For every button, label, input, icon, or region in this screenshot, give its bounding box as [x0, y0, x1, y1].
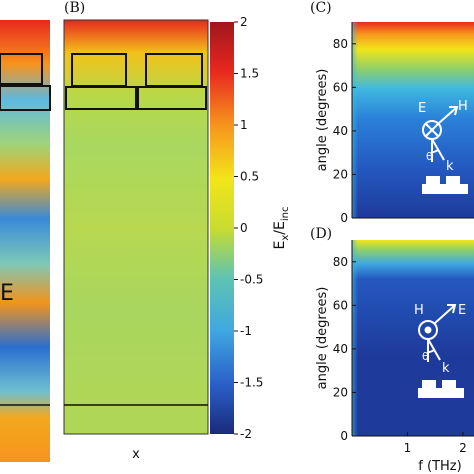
- panel-c-h-arrow: [438, 107, 457, 124]
- panel-d-ytick-label: 60: [333, 298, 348, 312]
- panel-d-k-arrow: [427, 338, 441, 361]
- panel-d-ytick-label: 0: [340, 429, 348, 443]
- panel-a-field: [0, 20, 50, 462]
- panel-d-polarization-diagram: [418, 304, 457, 362]
- panel-d-ytick-label: 40: [333, 342, 348, 356]
- panel-d-h-label: H: [414, 303, 424, 318]
- panel-d-heatmap: [352, 240, 474, 436]
- panel-c: (C) 0 20 40 60 80 angle (degrees) E H θ k: [310, 0, 474, 225]
- panel-a-block-top: [0, 53, 43, 85]
- panel-a-block-bottom: [0, 85, 51, 111]
- panel-d-structure-block-2: [442, 380, 456, 388]
- colorbar-label: Ex/Einc: [272, 207, 291, 250]
- colorbar-tick-label: 0.5: [240, 170, 259, 184]
- panel-d-theta-label: θ: [422, 350, 429, 363]
- colorbar-tick-label: -1: [240, 324, 252, 338]
- panel-d-e-arrow: [434, 305, 455, 324]
- panel-c-ytick-label: 60: [333, 80, 348, 94]
- panel-c-ticks: 0 20 40 60 80: [333, 37, 356, 225]
- panel-d-k-label: k: [442, 361, 450, 376]
- panel-c-structure-icon: [422, 176, 468, 194]
- panel-d-structure-base: [418, 388, 464, 398]
- panel-c-polarization-diagram: [422, 106, 459, 162]
- panel-d-ytick-label: 20: [333, 385, 348, 399]
- panel-a: E: [0, 20, 51, 462]
- panel-d-ylabel: angle (degrees): [315, 287, 330, 390]
- colorbar-tick-label: -0.5: [240, 273, 263, 287]
- panel-d-e-arrowhead: [447, 304, 457, 314]
- colorbar-tick-label: 1.5: [240, 67, 259, 81]
- panel-d-structure-block-1: [422, 380, 436, 388]
- panel-d-xtick-label: 2: [459, 441, 467, 455]
- panel-d-e-label: E: [458, 303, 466, 318]
- panel-d-xlabel: f (THz): [418, 459, 461, 474]
- panel-b-field: [64, 20, 208, 434]
- panel-c-theta-arc: [431, 149, 439, 153]
- colorbar-tick-label: -1.5: [240, 376, 263, 390]
- panel-b-block-bottom-right: [137, 86, 207, 110]
- colorbar: 2 1.5 1 0.5 0 -0.5 -1 -1.5 -2 Ex/Einc: [210, 15, 291, 441]
- panel-c-e-label: E: [418, 101, 426, 116]
- panel-c-structure-base: [422, 184, 468, 194]
- panel-c-label: (C): [310, 0, 332, 16]
- panel-d-ticks: 0 20 40 60 80 1 2: [333, 255, 467, 455]
- panel-c-ytick-label: 20: [333, 167, 348, 181]
- panel-b: (B) x: [63, 0, 209, 462]
- panel-b-xlabel: x: [132, 447, 140, 462]
- panel-c-k-arrow: [431, 138, 445, 161]
- panel-c-ylabel: angle (degrees): [315, 69, 330, 172]
- panel-d-edge: [352, 240, 358, 436]
- panel-c-ytick-label: 80: [333, 37, 348, 51]
- panel-d-xtick-label: 1: [404, 441, 412, 455]
- panel-d-ytick-label: 80: [333, 255, 348, 269]
- panel-c-cross-line-2: [425, 123, 439, 137]
- panel-c-ytick-label: 0: [340, 211, 348, 225]
- panel-d-structure-icon: [418, 380, 464, 398]
- colorbar-gradient: [210, 22, 234, 434]
- colorbar-tick-label: 0: [240, 221, 248, 235]
- panel-c-theta-label: θ: [426, 150, 433, 163]
- panel-b-label: (B): [64, 0, 85, 16]
- panel-c-edge: [352, 22, 358, 218]
- panel-d-h-dot-center: [424, 326, 432, 334]
- panel-c-h-label: H: [458, 99, 468, 114]
- panel-a-field-label: E: [0, 281, 14, 306]
- panel-c-h-arrowhead: [449, 106, 459, 116]
- colorbar-tick-label: 1: [240, 118, 248, 132]
- panel-c-structure-block-1: [426, 176, 440, 184]
- panel-c-structure-block-2: [446, 176, 460, 184]
- panel-d-theta-arc: [427, 349, 435, 353]
- colorbar-tick-label: 2: [240, 15, 248, 29]
- panel-d-label: (D): [310, 226, 332, 242]
- colorbar-tick-label: -2: [240, 427, 252, 441]
- colorbar-ticks: 2 1.5 1 0.5 0 -0.5 -1 -1.5 -2: [234, 15, 263, 441]
- panel-c-ytick-label: 40: [333, 124, 348, 138]
- panel-c-k-label: k: [446, 159, 454, 174]
- panel-b-frame: [63, 19, 209, 435]
- panel-b-block-bottom-left: [65, 86, 137, 110]
